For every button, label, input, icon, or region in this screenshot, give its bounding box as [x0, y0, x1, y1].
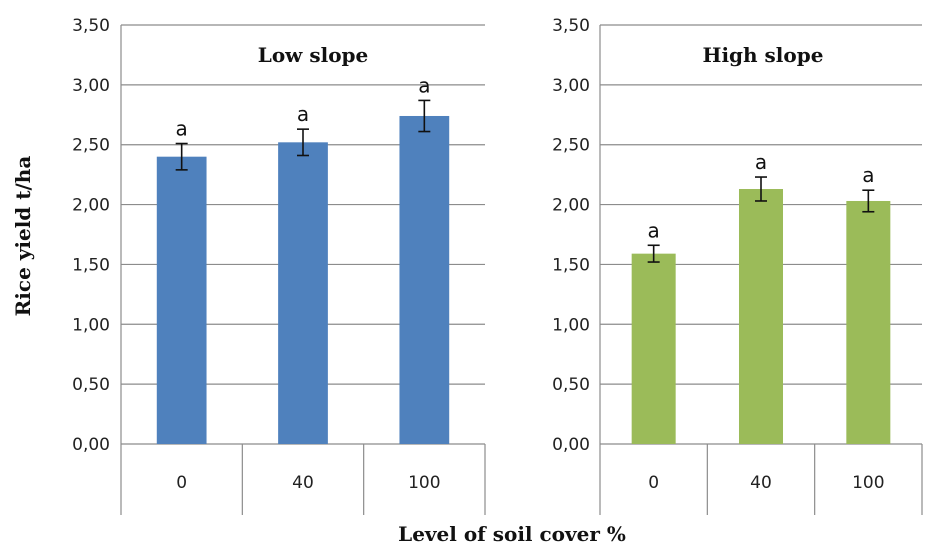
significance-label: a	[862, 163, 874, 187]
y-tick-label: 0,50	[72, 375, 110, 395]
bar-40	[278, 142, 328, 444]
y-tick-label: 1,00	[552, 315, 590, 335]
significance-label: a	[648, 218, 660, 242]
bar-0	[631, 253, 676, 444]
x-tick-label: 40	[750, 473, 772, 493]
y-tick-label: 2,50	[72, 136, 110, 156]
y-tick-label: 1,00	[72, 315, 110, 335]
significance-label: a	[755, 150, 767, 174]
x-tick-label: 0	[648, 473, 659, 493]
y-tick-label: 1,50	[552, 255, 590, 275]
y-tick-label: 3,50	[552, 16, 590, 36]
y-tick-label: 3,00	[72, 76, 110, 96]
x-tick-label: 100	[408, 473, 440, 493]
y-axis-title: Rice yield t/ha	[11, 156, 35, 317]
significance-label: a	[297, 102, 309, 126]
panel-title: High slope	[703, 43, 824, 67]
y-tick-label: 0,00	[552, 435, 590, 455]
x-tick-label: 40	[292, 473, 314, 493]
bar-40	[738, 189, 784, 444]
bar-100	[399, 115, 450, 445]
y-tick-label: 0,50	[552, 375, 590, 395]
bar-0	[156, 156, 207, 444]
y-tick-label: 2,50	[552, 136, 590, 156]
y-tick-label: 2,00	[552, 196, 590, 216]
x-tick-label: 0	[176, 473, 187, 493]
panel-title: Low slope	[258, 43, 369, 67]
y-tick-label: 3,50	[72, 16, 110, 36]
significance-label: a	[176, 117, 188, 141]
significance-label: a	[418, 73, 430, 97]
x-axis-title: Level of soil cover %	[398, 522, 626, 546]
y-tick-label: 3,00	[552, 76, 590, 96]
bar-100	[846, 200, 891, 444]
y-tick-label: 1,50	[72, 255, 110, 275]
y-tick-label: 2,00	[72, 196, 110, 216]
y-tick-label: 0,00	[72, 435, 110, 455]
x-tick-label: 100	[852, 473, 884, 493]
